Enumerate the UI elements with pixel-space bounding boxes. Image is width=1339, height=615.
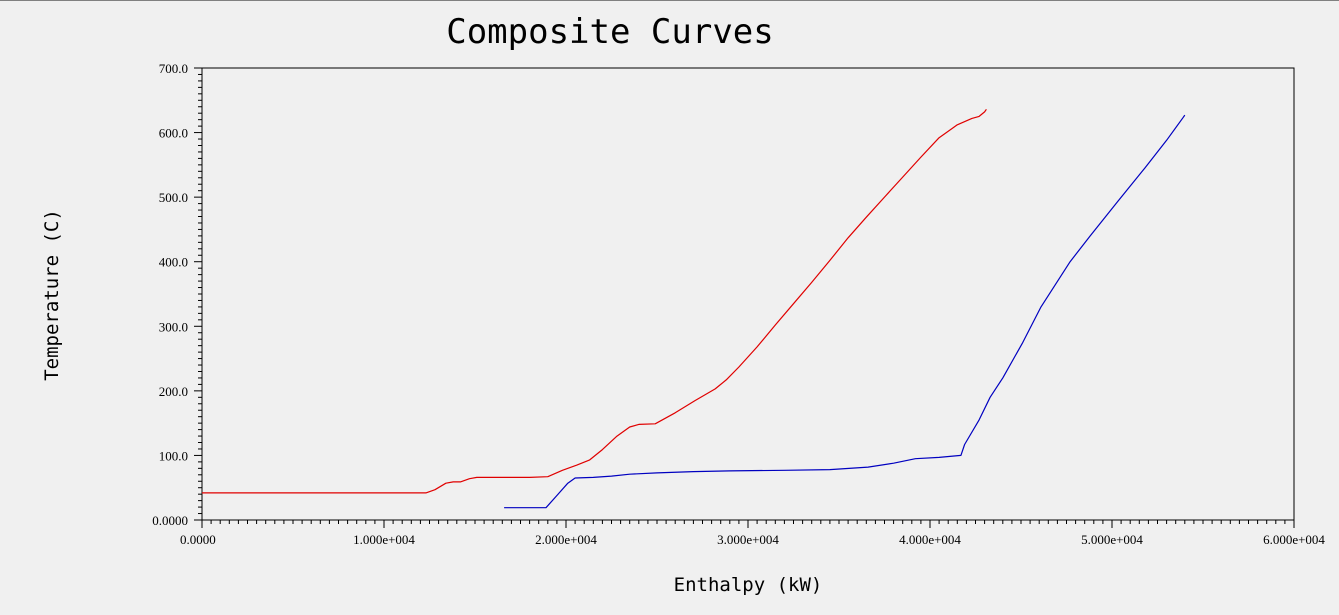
x-tick-label: 1.000e+004 [353, 532, 415, 547]
chart-title: Composite Curves [446, 12, 774, 52]
y-tick-label: 700.0 [159, 61, 188, 76]
x-axis-title: Enthalpy (kW) [674, 574, 823, 596]
hot-composite-curve [202, 108, 987, 494]
y-tick-label: 0.0000 [152, 513, 188, 528]
x-tick-label: 3.000e+004 [717, 532, 779, 547]
x-tick-label: 5.000e+004 [1081, 532, 1143, 547]
series-layer [202, 108, 1186, 509]
y-tick-label: 400.0 [159, 255, 188, 270]
x-tick-label: 6.000e+004 [1263, 532, 1325, 547]
y-tick-label: 600.0 [159, 126, 188, 141]
y-tick-label: 100.0 [159, 448, 188, 463]
y-axis-title: Temperature (C) [41, 209, 63, 381]
cold-composite-curve [504, 114, 1186, 509]
y-tick-label: 500.0 [159, 190, 188, 205]
y-tick-label: 300.0 [159, 319, 188, 334]
x-tick-label: 4.000e+004 [899, 532, 961, 547]
x-tick-label: 0.0000 [180, 532, 216, 547]
y-axis: 0.0000 100.0 200.0 300.0 400.0 500.0 600.0 700.… [152, 61, 202, 528]
x-axis: 0.0000 1.000e+004 2.000e+004 3.000e+004 4.00… [180, 520, 1325, 547]
x-tick-label: 2.000e+004 [535, 532, 597, 547]
y-tick-label: 200.0 [159, 384, 188, 399]
plot-frame [201, 67, 1295, 521]
